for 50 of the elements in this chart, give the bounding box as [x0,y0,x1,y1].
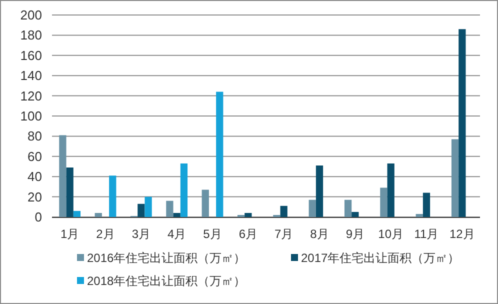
bar [344,200,352,217]
bar [451,139,459,217]
bar [73,210,81,217]
x-tick-label: 10月 [378,227,404,241]
bar [66,168,74,217]
bar [416,214,423,217]
y-tick-label: 60 [28,148,42,164]
x-tick-label: 9月 [346,227,365,241]
x-tick-label: 6月 [238,227,258,241]
bar [109,176,116,217]
y-tick-label: 180 [20,28,42,43]
bar [173,212,180,217]
bar [380,188,388,217]
x-tick-label: 8月 [310,227,329,241]
bar [458,29,466,217]
bar [166,200,174,217]
bar [387,163,394,217]
bar [138,204,145,217]
bar [216,92,224,217]
bar [94,212,102,217]
y-tick-label: 200 [20,8,42,22]
y-tick-label: 140 [20,68,42,84]
y-tick-label: 160 [20,48,42,63]
y-tick-label: 80 [28,128,42,144]
y-tick-label: 20 [28,189,42,204]
bar [144,196,152,217]
x-tick-label: 2月 [96,227,115,241]
bar [280,206,288,217]
legend-label: 2018年住宅出让面积（万㎡） [87,274,246,288]
x-tick-label: 4月 [167,227,186,241]
bar [180,163,188,217]
y-tick-label: 0 [34,210,42,224]
y-tick-label: 100 [20,108,42,124]
bar [59,135,66,217]
y-tick-label: 120 [20,88,42,104]
x-tick-label: 5月 [203,227,222,241]
bar [244,212,252,217]
y-tick-label: 40 [28,169,42,184]
x-tick-label: 11月 [414,227,439,241]
x-tick-label: 12月 [449,227,475,241]
bar [422,192,430,217]
bar [316,165,324,217]
bar [202,190,209,217]
x-tick-label: 3月 [132,227,151,241]
bar [308,200,316,217]
legend-label: 2016年住宅出让面积（万㎡） [87,251,246,265]
bar [352,212,359,217]
x-tick-label: 1月 [60,227,80,241]
x-tick-label: 7月 [274,227,294,241]
legend-label: 2017年住宅出让面积（万㎡） [301,251,460,265]
